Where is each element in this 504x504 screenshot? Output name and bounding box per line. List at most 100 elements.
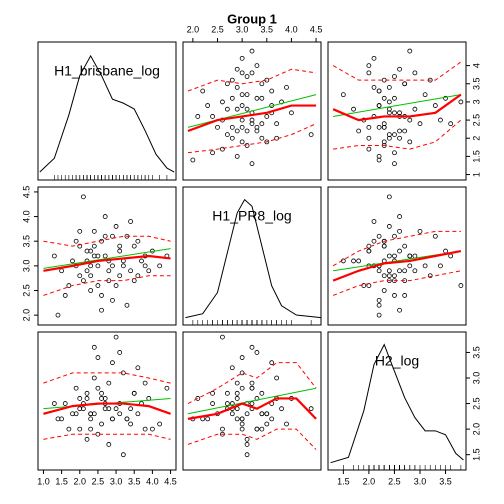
scatter-point — [229, 365, 235, 371]
tick-label: 2.5 — [471, 397, 481, 410]
scatter-point — [84, 268, 90, 274]
scatter-point — [264, 411, 270, 417]
scatter-point — [229, 77, 235, 83]
spread-lower — [43, 433, 171, 440]
scatter-point — [220, 99, 225, 105]
scatter-point — [88, 416, 94, 422]
scatter-point — [402, 293, 408, 298]
scatter-point — [77, 273, 83, 279]
scatter-point — [254, 350, 260, 355]
scatter-point — [135, 273, 141, 279]
scatter-point — [412, 70, 418, 76]
scatter-point — [412, 268, 418, 274]
tick-label: 4.0 — [146, 476, 159, 486]
scatter-point — [91, 344, 97, 350]
scatter-point — [70, 258, 75, 264]
scatter-point — [99, 390, 104, 396]
scatter-point — [157, 263, 163, 269]
scatter-point — [135, 411, 141, 417]
scatter-point — [356, 258, 362, 264]
tick-label: 4.0 — [21, 210, 31, 223]
tick-label: 3.5 — [261, 24, 274, 34]
scatter-point — [448, 253, 454, 259]
scatter-point — [80, 278, 86, 284]
scatter-point — [234, 396, 240, 401]
smooth-fit — [332, 93, 462, 122]
variable-label: H1_brisbane_log — [54, 63, 160, 79]
tick-label: 4.5 — [310, 24, 323, 34]
scatter-point — [386, 224, 392, 229]
scatter-point — [397, 128, 402, 134]
scatter-point — [239, 70, 245, 76]
scatter-point — [239, 117, 245, 123]
scatter-point — [142, 426, 148, 432]
scatter-point — [392, 253, 397, 259]
scatter-point — [84, 396, 90, 401]
scatter-point — [340, 92, 346, 98]
scatter-point — [190, 157, 196, 163]
scatter-point — [95, 283, 101, 288]
scatter-point — [284, 421, 289, 427]
panel-frame — [327, 186, 467, 326]
scatter-point — [135, 365, 141, 371]
scatter-point — [234, 106, 240, 112]
scatter-point — [381, 243, 387, 249]
scatter-point — [412, 106, 418, 112]
scatter-point — [284, 84, 289, 90]
scatter-point — [229, 124, 235, 130]
scatter-point — [77, 228, 83, 234]
tick-label: 2.5 — [21, 284, 31, 297]
scatter-point — [73, 411, 79, 417]
scatter-point — [397, 214, 402, 219]
panel-frame — [37, 41, 177, 181]
tick-label: 2.5 — [211, 24, 224, 34]
scatter-point — [110, 297, 115, 303]
tick-label: 1.5 — [55, 476, 68, 486]
scatter-point — [102, 214, 108, 219]
scatter-point — [407, 253, 413, 259]
scatter-point — [264, 421, 270, 427]
linear-fit — [333, 94, 461, 117]
scatter-point — [381, 273, 387, 279]
scatter-point — [91, 375, 97, 381]
tick-label: 2.0 — [21, 309, 31, 322]
tick-label: 2.0 — [363, 476, 376, 486]
scatter-point — [386, 273, 392, 279]
scatter-point — [289, 110, 294, 116]
scatter-point — [95, 355, 101, 360]
tick-label: 4.5 — [21, 186, 31, 199]
scatter-point — [84, 436, 90, 442]
scatter-point — [80, 406, 86, 412]
scatter-point — [88, 248, 94, 254]
scatter-point — [376, 302, 382, 308]
scatter-point — [220, 426, 225, 432]
scatter-point — [239, 416, 245, 422]
scatter-point — [200, 88, 206, 94]
scatter-point — [279, 406, 284, 412]
scatter-point — [438, 117, 443, 123]
scatter-point — [91, 243, 97, 249]
scatter-point — [259, 121, 265, 127]
scatter-point — [139, 258, 144, 264]
scatter-point — [164, 385, 170, 391]
scatter-point — [376, 312, 382, 318]
scatter-point — [351, 106, 356, 112]
spread-lower — [187, 428, 317, 450]
scatter-point — [239, 421, 245, 427]
scatter-point — [73, 385, 79, 391]
tick-label: 4.0 — [285, 24, 298, 34]
tick-label: 4 — [471, 63, 481, 68]
scatter-point — [124, 302, 130, 308]
linear-fit — [187, 387, 317, 415]
scatter-point — [131, 243, 137, 249]
scatter-point — [443, 95, 448, 101]
scatter-point — [376, 88, 382, 94]
tick-label: 2.0 — [74, 476, 87, 486]
scatter-point — [392, 150, 397, 156]
scatter-point — [149, 426, 155, 432]
scatter-point — [458, 99, 464, 105]
scatter-point — [366, 146, 372, 152]
scatter-point — [239, 355, 245, 360]
scatter-point — [259, 95, 265, 101]
